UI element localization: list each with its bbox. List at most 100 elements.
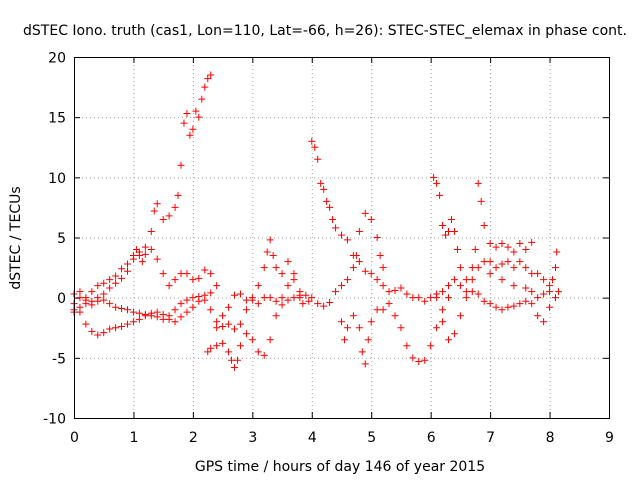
data-point bbox=[516, 240, 524, 248]
data-point bbox=[314, 300, 322, 308]
data-point bbox=[477, 197, 485, 205]
data-point bbox=[373, 276, 381, 284]
x-tick-label: 1 bbox=[129, 430, 138, 446]
data-point bbox=[236, 320, 244, 328]
x-tick-label: 8 bbox=[546, 430, 555, 446]
data-point bbox=[540, 276, 548, 284]
data-point bbox=[427, 342, 435, 350]
x-tick-label: 2 bbox=[189, 430, 198, 446]
data-point bbox=[317, 179, 325, 187]
data-point bbox=[546, 282, 554, 290]
data-point bbox=[323, 197, 331, 205]
x-tick-label: 5 bbox=[367, 430, 376, 446]
data-point bbox=[266, 236, 274, 244]
y-tick-label: 0 bbox=[57, 291, 66, 307]
data-point bbox=[260, 294, 268, 302]
data-point bbox=[272, 264, 280, 272]
data-point bbox=[522, 284, 530, 292]
data-point bbox=[480, 258, 488, 266]
data-point bbox=[528, 300, 536, 308]
data-point bbox=[231, 325, 238, 333]
data-point bbox=[266, 336, 274, 344]
data-point bbox=[510, 264, 518, 272]
data-point bbox=[159, 270, 167, 278]
data-point bbox=[204, 75, 212, 83]
data-point bbox=[534, 294, 542, 302]
data-point bbox=[447, 215, 455, 223]
data-point bbox=[326, 298, 334, 306]
data-point bbox=[260, 264, 268, 272]
data-point bbox=[504, 243, 512, 251]
data-point bbox=[379, 282, 387, 290]
data-point bbox=[534, 270, 542, 278]
data-point bbox=[296, 294, 304, 302]
data-point bbox=[403, 290, 411, 298]
data-point bbox=[409, 354, 417, 362]
data-point bbox=[106, 325, 114, 333]
data-point bbox=[269, 252, 277, 260]
data-point bbox=[340, 336, 348, 344]
data-point bbox=[552, 264, 559, 272]
data-point bbox=[450, 276, 458, 284]
data-point bbox=[207, 71, 215, 79]
data-point bbox=[118, 323, 126, 331]
data-point bbox=[522, 264, 530, 272]
data-point bbox=[147, 227, 155, 235]
data-point bbox=[385, 300, 393, 308]
data-point bbox=[433, 294, 441, 302]
data-point bbox=[442, 231, 450, 239]
data-point bbox=[445, 282, 452, 290]
x-tick-label: 0 bbox=[70, 430, 79, 446]
data-point bbox=[135, 309, 143, 317]
data-point bbox=[272, 312, 280, 320]
y-axis-label: dSTEC / TECUs bbox=[8, 186, 24, 289]
data-point bbox=[332, 288, 340, 296]
data-point bbox=[468, 288, 476, 296]
data-point bbox=[118, 304, 126, 312]
data-point bbox=[338, 231, 345, 239]
data-point bbox=[225, 320, 233, 328]
data-point bbox=[290, 294, 298, 302]
data-point bbox=[94, 294, 102, 302]
data-point bbox=[150, 207, 158, 215]
data-point bbox=[165, 312, 173, 320]
data-point bbox=[522, 246, 530, 254]
data-point bbox=[498, 240, 506, 248]
data-point bbox=[445, 336, 452, 344]
data-point bbox=[183, 308, 191, 316]
data-point bbox=[263, 248, 271, 256]
data-point bbox=[213, 324, 221, 332]
data-point bbox=[165, 212, 173, 220]
data-point bbox=[364, 336, 372, 344]
data-point bbox=[552, 294, 559, 302]
data-point bbox=[88, 297, 96, 305]
data-point bbox=[314, 155, 322, 163]
data-point bbox=[248, 336, 256, 344]
data-point bbox=[549, 276, 557, 284]
data-point bbox=[480, 221, 488, 229]
data-point bbox=[94, 282, 102, 290]
data-point bbox=[367, 318, 375, 326]
data-point bbox=[379, 306, 387, 314]
data-point bbox=[266, 294, 274, 302]
x-axis-label: GPS time / hours of day 146 of year 2015 bbox=[195, 459, 485, 475]
data-point bbox=[456, 312, 464, 320]
data-point bbox=[528, 270, 536, 278]
data-point bbox=[486, 300, 494, 308]
data-point bbox=[540, 318, 548, 326]
data-point bbox=[248, 294, 256, 302]
data-point bbox=[379, 264, 387, 272]
data-point bbox=[320, 185, 328, 193]
data-point bbox=[397, 284, 405, 292]
data-point bbox=[207, 344, 215, 352]
data-point bbox=[373, 306, 381, 314]
data-point bbox=[358, 348, 366, 356]
data-point bbox=[219, 339, 227, 347]
x-tick-label: 3 bbox=[248, 430, 257, 446]
data-point bbox=[135, 248, 143, 256]
data-point bbox=[135, 315, 143, 323]
data-point bbox=[177, 270, 185, 278]
data-point bbox=[260, 351, 268, 359]
data-point bbox=[299, 300, 307, 308]
plot-frame bbox=[74, 57, 610, 419]
